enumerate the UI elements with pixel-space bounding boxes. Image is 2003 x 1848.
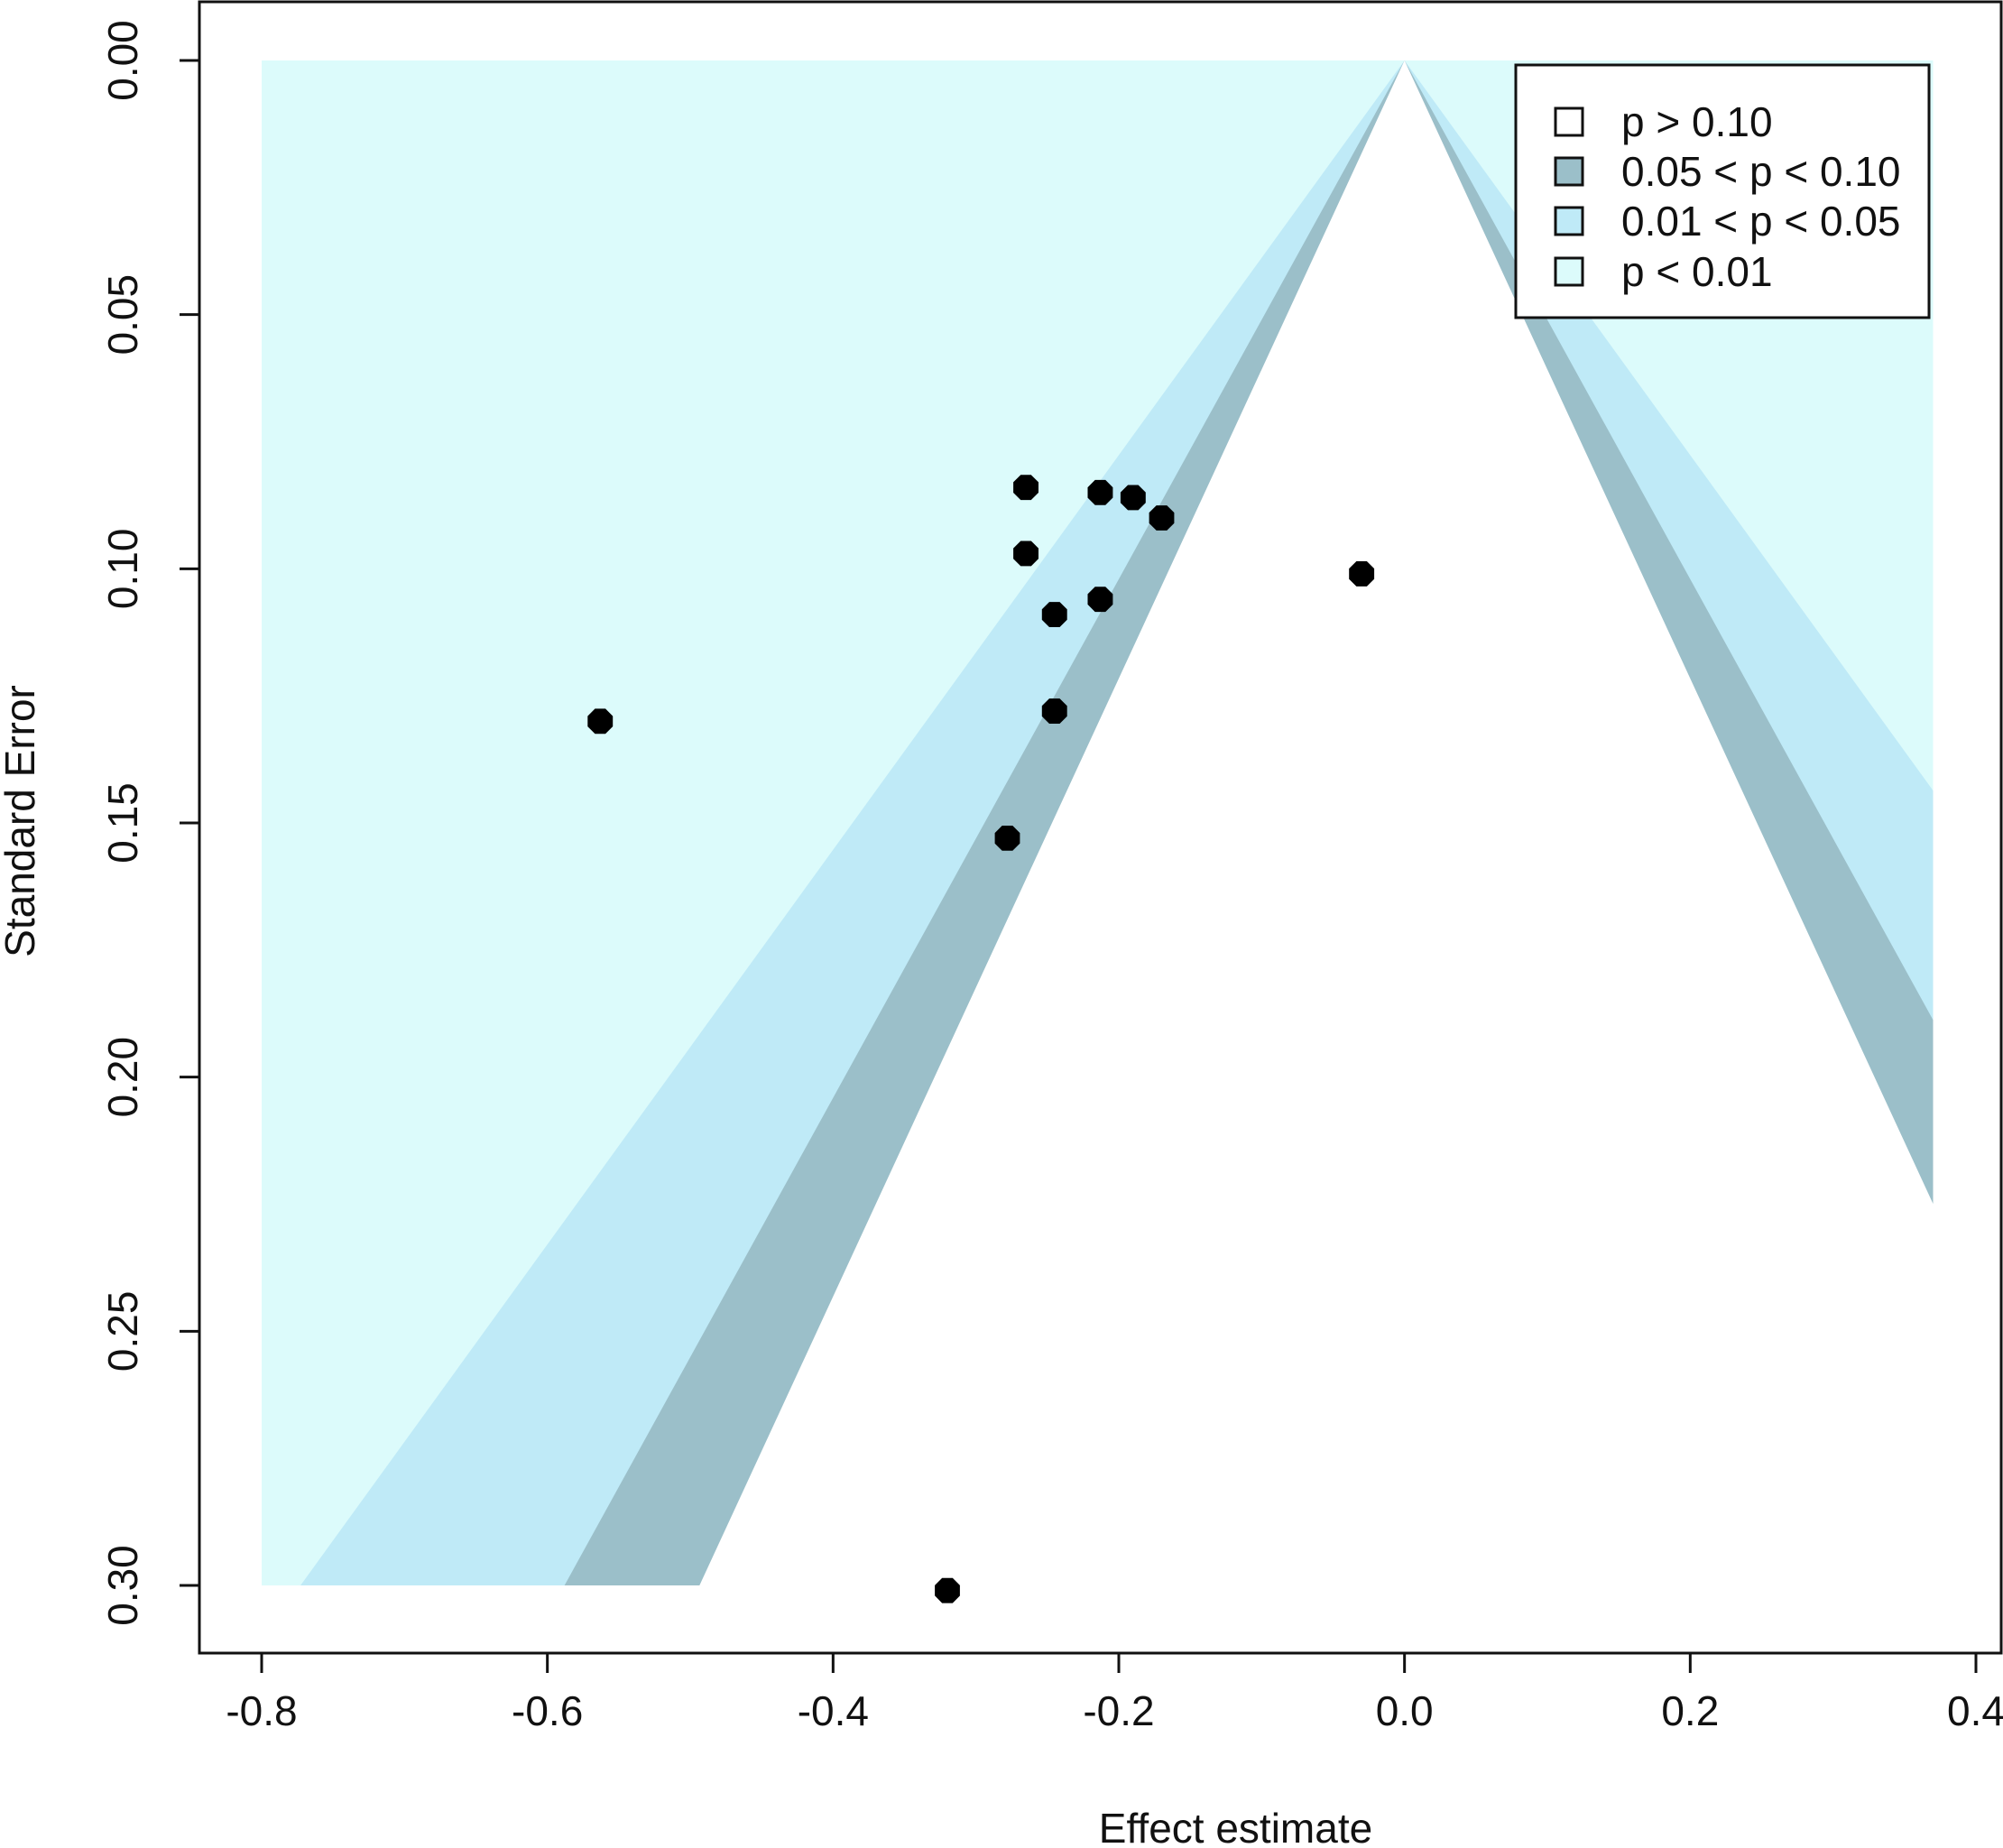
- plot-frame: [198, 0, 2003, 1655]
- legend-swatch: [1554, 106, 1584, 137]
- data-point: [1120, 485, 1146, 511]
- x-axis-label: Effect estimate: [1099, 1805, 1372, 1848]
- y-tick-label: 0.10: [99, 529, 146, 610]
- y-tick-label: 0.15: [99, 782, 146, 864]
- legend-entry-label: 0.01 < p < 0.05: [1621, 198, 1901, 245]
- region-p-gt-0.10: [699, 60, 1934, 1585]
- legend: p > 0.100.05 < p < 0.100.01 < p < 0.05p …: [1514, 63, 1931, 319]
- x-tick-label: -0.8: [226, 1687, 297, 1734]
- y-tick-label: 0.00: [99, 20, 146, 101]
- data-point: [1041, 602, 1067, 627]
- x-tick-label: 0.4: [1947, 1687, 2003, 1734]
- data-point: [1349, 561, 1375, 587]
- x-tick-label: 0.2: [1661, 1687, 1719, 1734]
- legend-swatch: [1554, 156, 1584, 187]
- data-point: [1013, 541, 1038, 567]
- legend-entry-label: p < 0.01: [1621, 248, 1773, 295]
- data-point: [1149, 505, 1175, 531]
- data-point: [935, 1577, 960, 1603]
- data-point: [587, 708, 614, 735]
- y-axis-label: Standard Error: [0, 685, 43, 957]
- legend-swatch: [1554, 256, 1584, 287]
- legend-swatch: [1554, 206, 1584, 236]
- x-tick-label: -0.4: [798, 1687, 869, 1734]
- data-points: [587, 475, 1375, 1603]
- legend-box: [1514, 63, 1931, 319]
- axes: -0.8 -0.6 -0.4 -0.2 0.0 0.2 0.4 0.00 0.05 0.10 0.1…: [99, 0, 2003, 1734]
- x-tick-label: -0.2: [1083, 1687, 1154, 1734]
- y-tick-label: 0.05: [99, 274, 146, 356]
- data-point: [994, 826, 1020, 851]
- data-point: [1041, 698, 1067, 724]
- legend-entry-label: p > 0.10: [1621, 98, 1773, 145]
- x-tick-label: 0.0: [1376, 1687, 1434, 1734]
- y-tick-label: 0.30: [99, 1545, 146, 1626]
- y-tick-label: 0.20: [99, 1037, 146, 1118]
- data-point: [1013, 475, 1038, 501]
- x-tick-label: -0.6: [512, 1687, 583, 1734]
- y-tick-label: 0.25: [99, 1291, 146, 1372]
- legend-entry-label: 0.05 < p < 0.10: [1621, 148, 1901, 195]
- data-point: [1087, 587, 1113, 613]
- data-point: [1087, 479, 1113, 505]
